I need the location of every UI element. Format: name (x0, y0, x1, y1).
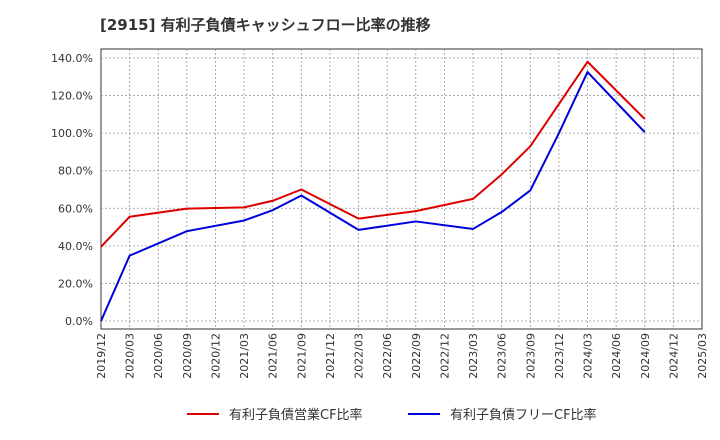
y-tick-label: 0.0% (65, 315, 93, 328)
x-tick-label: 2020/03 (124, 333, 137, 379)
x-tick-label: 2024/09 (639, 333, 652, 379)
y-tick-label: 140.0% (51, 52, 93, 65)
chart-title: [2915] 有利子負債キャッシュフロー比率の推移 (100, 16, 431, 34)
y-tick-label: 100.0% (51, 127, 93, 140)
y-tick-label: 80.0% (58, 165, 93, 178)
x-tick-label: 2023/06 (496, 333, 509, 379)
x-tick-label: 2020/06 (152, 333, 165, 379)
x-tick-label: 2023/12 (553, 333, 566, 379)
y-tick-label: 120.0% (51, 90, 93, 103)
series-line-1 (100, 60, 646, 248)
x-tick-label: 2023/03 (467, 333, 480, 379)
x-tick-label: 2024/06 (610, 333, 623, 379)
plot-area (100, 48, 703, 330)
x-tick-label: 2022/06 (381, 333, 394, 379)
x-tick-label: 2024/03 (582, 333, 595, 379)
x-tick-label: 2023/09 (524, 333, 537, 379)
y-tick-label: 40.0% (58, 240, 93, 253)
x-tick-label: 2022/03 (353, 333, 366, 379)
legend-label-2: 有利子負債フリーCF比率 (450, 407, 597, 423)
x-tick-label: 2020/09 (181, 333, 194, 379)
x-tick-label: 2022/09 (410, 333, 423, 379)
x-tick-label: 2024/12 (667, 333, 680, 379)
x-tick-label: 2020/12 (209, 333, 222, 379)
legend-label-1: 有利子負債営業CF比率 (229, 407, 363, 423)
y-tick-label: 60.0% (58, 202, 93, 215)
x-tick-label: 2021/06 (267, 333, 280, 379)
x-tick-label: 2022/12 (438, 333, 451, 379)
series-line-2 (100, 71, 646, 322)
x-tick-label: 2025/03 (696, 333, 709, 379)
x-tick-label: 2021/12 (324, 333, 337, 379)
x-tick-label: 2019/12 (95, 333, 108, 379)
y-tick-label: 20.0% (58, 277, 93, 290)
x-tick-label: 2021/03 (238, 333, 251, 379)
x-tick-label: 2021/09 (295, 333, 308, 379)
